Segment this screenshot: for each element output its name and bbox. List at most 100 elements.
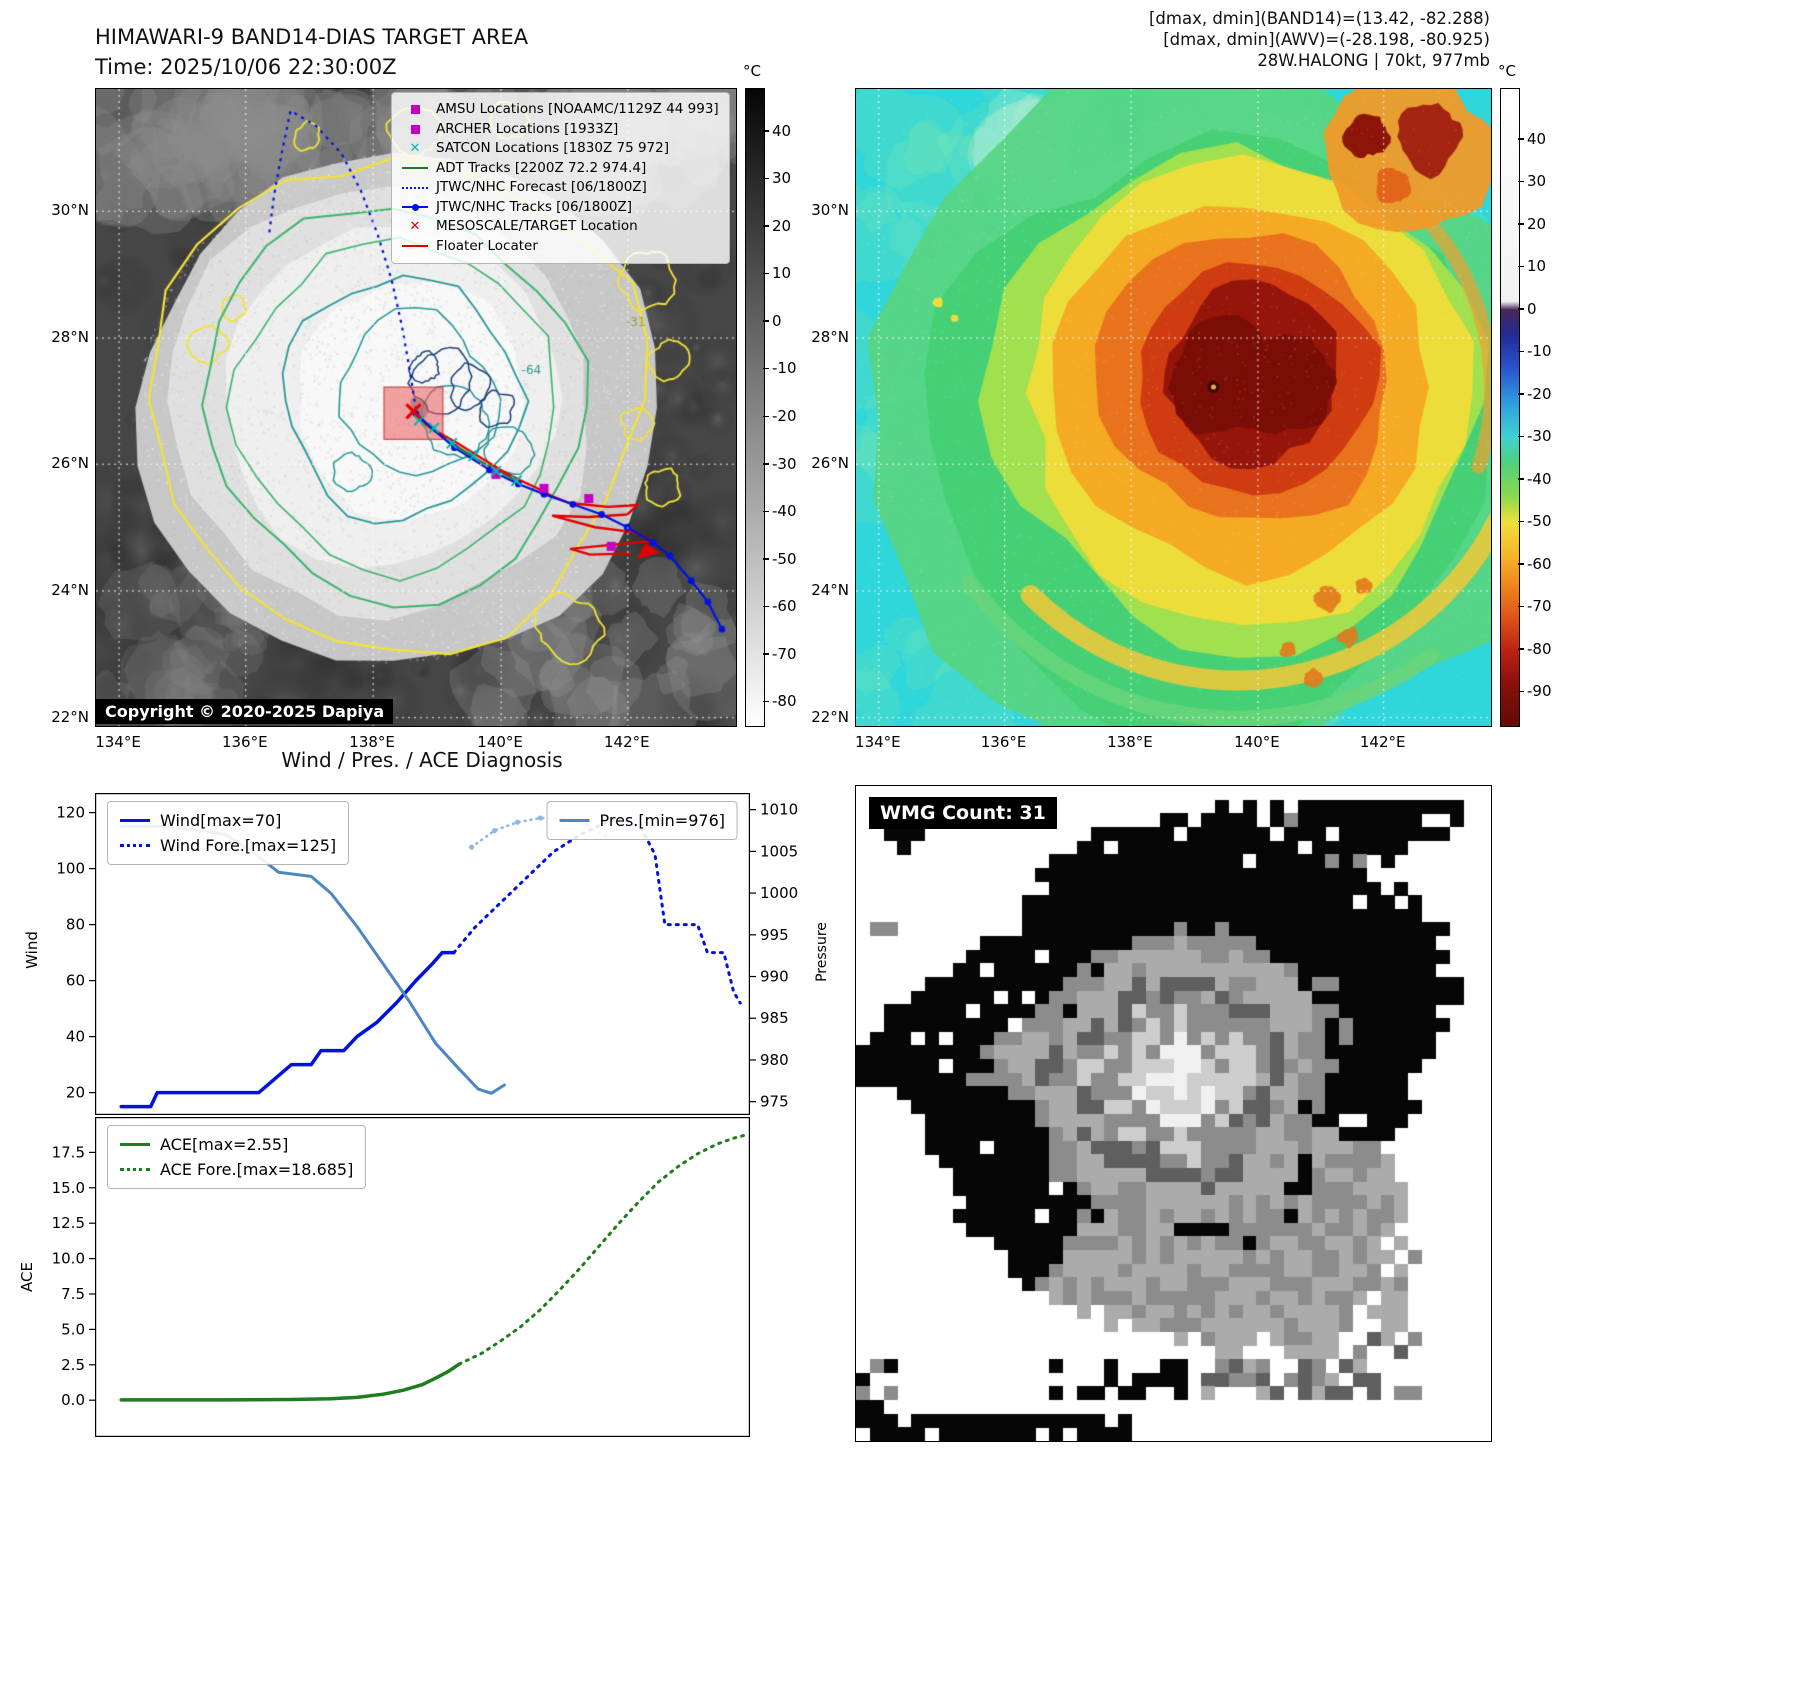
- dotted-marker-icon: [402, 180, 428, 196]
- awv-colorbar-tick-label: -90: [1527, 682, 1552, 701]
- y-tick-label: 80: [66, 916, 85, 934]
- awv-colorbar-tick: [1518, 435, 1524, 438]
- band14-colorbar-tick-label: -80: [772, 692, 797, 711]
- ace-axis-label: ACE: [18, 1262, 36, 1292]
- awv-map-lat-tick-label: 24°N: [811, 580, 849, 599]
- map-legend-label: ARCHER Locations [1933Z]: [436, 120, 619, 137]
- square-marker-icon: [402, 121, 428, 137]
- x-marker-icon: ✕: [409, 219, 421, 234]
- band14-colorbar-tick: [763, 558, 769, 560]
- band14-map-lon-tick-label: 136°E: [221, 733, 268, 751]
- band14-map-lat-tick-label: 30°N: [51, 201, 89, 220]
- awv-map-lon-tick-label: 138°E: [1107, 733, 1153, 751]
- y-right-tick-label: 1005: [760, 842, 798, 860]
- awv-colorbar-tick: [1518, 520, 1524, 523]
- square-marker-icon: [402, 102, 428, 118]
- awv-map-lon-tick-label: 142°E: [1359, 733, 1406, 751]
- series-line: [452, 816, 742, 1005]
- band14-colorbar-tick-label: -60: [772, 597, 797, 616]
- band14-map-lon-tick-label: 134°E: [95, 733, 141, 751]
- wmg-count-badge: WMG Count: 31: [869, 797, 1057, 829]
- map-legend-item: Floater Locater: [402, 237, 719, 257]
- awv-map-lon-tick-label: 134°E: [855, 733, 901, 751]
- band14-colorbar-tick: [763, 367, 769, 370]
- band14-colorbar-tick-label: 0: [772, 311, 782, 330]
- band14-colorbar-unit: °C: [743, 62, 761, 80]
- band14-colorbar-tick-label: -40: [772, 502, 797, 521]
- awv-colorbar-unit: °C: [1498, 62, 1516, 80]
- y-right-tick-label: 990: [760, 968, 789, 986]
- chart-legend-label: Pres.[min=976]: [599, 811, 725, 830]
- chart-legend-label: ACE[max=2.55]: [160, 1135, 289, 1154]
- band14-map-lon-tick-label: 140°E: [477, 733, 523, 751]
- y-right-tick-label: 985: [760, 1009, 789, 1027]
- band14-colorbar-tick-label: 40: [772, 121, 792, 140]
- band14-colorbar-tick: [763, 653, 769, 655]
- map-legend-item: ✕ MESOSCALE/TARGET Location: [402, 217, 719, 237]
- y-tick-label: 7.5: [61, 1285, 85, 1303]
- dmax-dmin-band14-label: [dmax, dmin](BAND14)=(13.42, -82.288): [1148, 9, 1490, 28]
- ace-chart: 0.0 2.5 5.0 7.5 10.0 12.5 15.0 17.5: [52, 1117, 750, 1437]
- awv-colorbar-tick: [1518, 223, 1524, 225]
- dmax-dmin-awv-label: [dmax, dmin](AWV)=(-28.198, -80.925): [1163, 30, 1490, 49]
- line-marker-icon: [402, 160, 428, 176]
- y-tick-label: 120: [56, 804, 85, 822]
- band14-colorbar-tick: [763, 177, 769, 180]
- awv-map-lat-tick-label: 30°N: [811, 201, 849, 220]
- band14-colorbar-tick: [763, 130, 769, 132]
- awv-colorbar-tick-label: 20: [1527, 214, 1547, 233]
- band14-map-lon-tick-label: 142°E: [604, 733, 650, 751]
- series-line: [119, 824, 506, 1095]
- chart-legend-label: ACE Fore.[max=18.685]: [160, 1160, 354, 1179]
- x-marker-icon: ✕: [409, 141, 421, 156]
- awv-map-lon-tick-label: 136°E: [980, 733, 1027, 751]
- y-right-tick-label: 1000: [760, 884, 798, 902]
- band14-colorbar-tick: [763, 415, 769, 417]
- band14-title: HIMAWARI-9 BAND14-DIAS TARGET AREA: [95, 25, 529, 49]
- dotted-line-icon: [120, 844, 150, 847]
- awv-colorbar-tick: [1518, 478, 1524, 480]
- series-line: [119, 1362, 461, 1402]
- awv-map-lat-tick-label: 26°N: [811, 454, 849, 473]
- y-tick-label: 100: [56, 860, 85, 878]
- map-legend-label: AMSU Locations [NOAAMC/1129Z 44 993]: [436, 101, 719, 117]
- chart-legend-item: ACE Fore.[max=18.685]: [120, 1157, 353, 1182]
- band14-colorbar-tick: [763, 510, 769, 513]
- y-tick-label: 5.0: [61, 1320, 85, 1338]
- chart-legend-item: Wind Fore.[max=125]: [120, 833, 336, 858]
- map-legend-label: SATCON Locations [1830Z 75 972]: [436, 140, 669, 156]
- awv-color-satellite-map: [855, 88, 1492, 727]
- awv-map-lon-tick-label: 140°E: [1234, 733, 1280, 751]
- chart-legend: Pres.[min=976]: [546, 801, 738, 840]
- band14-colorbar-tick: [763, 272, 769, 275]
- band14-colorbar-tick-label: -30: [772, 454, 797, 473]
- y-right-tick-label: 975: [760, 1093, 789, 1111]
- band14-time-subtitle: Time: 2025/10/06 22:30:00Z: [95, 55, 397, 79]
- chart-legend: ACE[max=2.55] ACE Fore.[max=18.685]: [107, 1125, 367, 1189]
- awv-colorbar-tick: [1518, 308, 1524, 310]
- series-marker: [469, 844, 475, 850]
- solid-line-icon: [120, 819, 150, 822]
- pressure-axis-label: Pressure: [814, 922, 830, 982]
- diagnosis-chart-title: Wind / Pres. / ACE Diagnosis: [281, 748, 563, 772]
- band14-map-lat-tick-label: 26°N: [51, 454, 89, 473]
- y-right-tick-label: 1010: [760, 801, 798, 819]
- awv-colorbar-tick-label: 10: [1527, 257, 1547, 276]
- wind-axis-label: Wind: [23, 931, 41, 969]
- awv-colorbar-tick-label: -60: [1527, 554, 1552, 573]
- chart-legend-item: Wind[max=70]: [120, 808, 336, 833]
- y-tick-label: 10.0: [52, 1250, 85, 1268]
- band14-colorbar-tick-label: -10: [772, 359, 797, 378]
- band14-colorbar-tick-label: 30: [772, 169, 792, 188]
- band14-colorbar-tick: [763, 463, 769, 465]
- band14-colorbar-tick-label: -50: [772, 549, 797, 568]
- map-legend-label: JTWC/NHC Forecast [06/1800Z]: [436, 179, 647, 195]
- awv-colorbar-tick-label: -30: [1527, 427, 1552, 446]
- y-tick-label: 60: [66, 972, 85, 990]
- awv-colorbar-tick-label: -40: [1527, 469, 1552, 488]
- y-tick-label: 40: [66, 1028, 85, 1046]
- map-legend-item: ARCHER Locations [1933Z]: [402, 120, 719, 140]
- band14-map-legend: AMSU Locations [NOAAMC/1129Z 44 993] ARCH…: [391, 92, 730, 264]
- solid-line-icon: [559, 819, 590, 822]
- y-tick-label: 0.0: [61, 1391, 85, 1409]
